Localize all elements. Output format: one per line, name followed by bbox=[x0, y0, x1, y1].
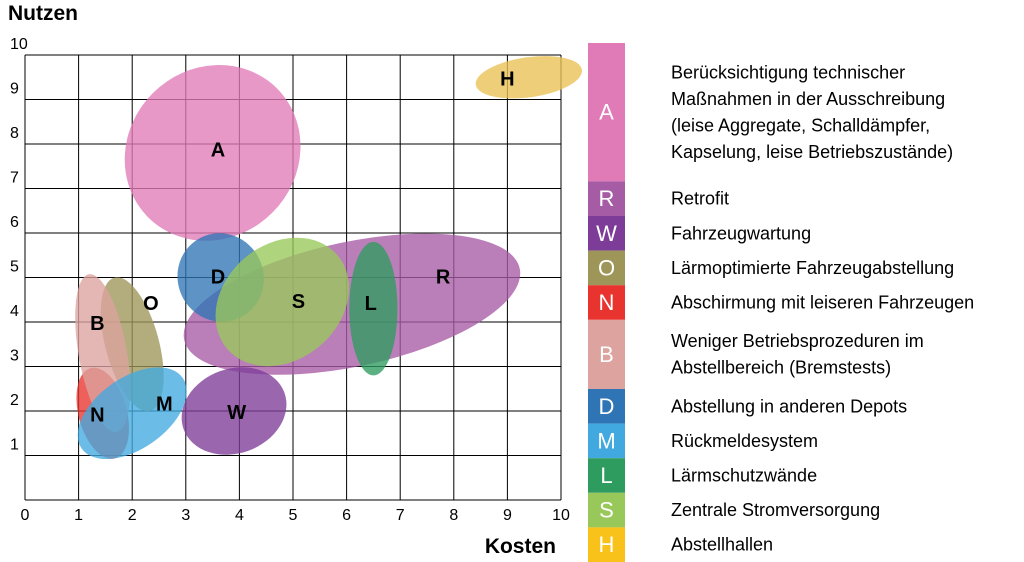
y-tick-label: 4 bbox=[10, 303, 19, 320]
legend-swatch-a bbox=[588, 43, 625, 182]
legend-label-b: Weniger Betriebsprozeduren im bbox=[671, 331, 924, 351]
legend-swatch-b bbox=[588, 319, 625, 389]
ellipse-label-h: H bbox=[500, 68, 514, 90]
legend-label-m: Rückmeldesystem bbox=[671, 431, 818, 451]
ellipse-m bbox=[77, 367, 187, 460]
legend-label-a: (leise Aggregate, Schalldämpfer, bbox=[671, 115, 930, 135]
legend-swatch-m bbox=[588, 423, 625, 459]
x-tick-label: 10 bbox=[552, 507, 570, 524]
x-tick-label: 2 bbox=[128, 507, 137, 524]
ellipse-label-w: W bbox=[227, 402, 246, 424]
legend-swatch-o bbox=[588, 250, 625, 286]
ellipse-label-m: M bbox=[156, 393, 173, 415]
legend-label-h: Abstellhallen bbox=[671, 535, 773, 555]
ellipse-w bbox=[181, 367, 287, 455]
ellipse-label-o: O bbox=[143, 293, 159, 315]
legend-swatch-w bbox=[588, 216, 625, 251]
y-tick-label: 2 bbox=[10, 392, 19, 409]
legend-label-n: Abschirmung mit leiseren Fahrzeugen bbox=[671, 293, 974, 313]
legend-swatch-h bbox=[588, 527, 625, 562]
legend: A Berücksichtigung technischer Maßnahmen i… bbox=[588, 43, 974, 562]
legend-label-r: Retrofit bbox=[671, 189, 729, 209]
y-tick-label: 10 bbox=[10, 36, 28, 53]
ellipse-s bbox=[215, 237, 350, 367]
x-tick-label: 7 bbox=[396, 507, 405, 524]
y-tick-label: 7 bbox=[10, 170, 19, 187]
legend-label-d: Abstellung in anderen Depots bbox=[671, 396, 907, 416]
y-axis-title: Nutzen bbox=[8, 2, 78, 25]
legend-code-a: A bbox=[599, 100, 614, 125]
legend-swatch-r bbox=[588, 181, 625, 216]
legend-label-a: Berücksichtigung technischer bbox=[671, 62, 905, 82]
legend-code-w: W bbox=[596, 221, 617, 246]
x-tick-label: 3 bbox=[181, 507, 190, 524]
ellipse-label-layer: A R W O N B D M L S H bbox=[90, 68, 514, 426]
legend-code-s: S bbox=[599, 498, 614, 523]
ellipse-label-r: R bbox=[436, 267, 451, 289]
ellipse-a bbox=[124, 65, 301, 241]
axis-ticks: 0 1 2 3 4 5 6 7 8 9 10 1 2 3 4 5 6 7 8 9 10 bbox=[10, 36, 570, 524]
x-tick-label: 4 bbox=[235, 507, 244, 524]
legend-code-o: O bbox=[598, 255, 615, 280]
legend-code-m: M bbox=[597, 428, 615, 453]
y-tick-label: 9 bbox=[10, 81, 19, 98]
x-tick-label: 1 bbox=[74, 507, 83, 524]
ellipse-label-b: B bbox=[90, 313, 104, 335]
x-tick-label: 8 bbox=[449, 507, 458, 524]
ellipse-label-n: N bbox=[90, 404, 104, 426]
legend-label-b: Abstellbereich (Bremstests) bbox=[671, 358, 891, 378]
legend-swatch-n bbox=[588, 285, 625, 320]
ellipse-h bbox=[475, 56, 582, 99]
legend-swatch-l bbox=[588, 458, 625, 493]
ellipse-label-s: S bbox=[292, 291, 305, 313]
y-tick-label: 3 bbox=[10, 348, 19, 365]
y-tick-label: 8 bbox=[10, 125, 19, 142]
legend-code-l: L bbox=[600, 463, 612, 488]
legend-code-b: B bbox=[599, 342, 614, 367]
y-tick-label: 5 bbox=[10, 259, 19, 276]
legend-code-d: D bbox=[599, 394, 615, 419]
legend-swatch-s bbox=[588, 492, 625, 528]
ellipse-layer bbox=[75, 56, 582, 460]
legend-label-a: Maßnahmen in der Ausschreibung bbox=[671, 89, 945, 109]
legend-label-o: Lärmoptimierte Fahrzeugabstellung bbox=[671, 258, 954, 278]
x-axis-title: Kosten bbox=[485, 535, 556, 558]
legend-label-w: Fahrzeugwartung bbox=[671, 223, 811, 243]
y-tick-label: 6 bbox=[10, 214, 19, 231]
ellipse-label-l: L bbox=[365, 293, 377, 315]
ellipse-l bbox=[349, 241, 398, 376]
legend-label-l: Lärmschutzwände bbox=[671, 466, 817, 486]
y-tick-label: 1 bbox=[10, 437, 19, 454]
x-tick-label: 0 bbox=[21, 507, 30, 524]
legend-swatch-d bbox=[588, 389, 625, 424]
ellipse-label-a: A bbox=[211, 140, 225, 162]
legend-code-n: N bbox=[599, 290, 615, 315]
ellipse-label-d: D bbox=[211, 267, 225, 289]
x-tick-label: 5 bbox=[289, 507, 298, 524]
x-tick-label: 6 bbox=[342, 507, 351, 524]
legend-code-h: H bbox=[599, 532, 615, 557]
x-tick-label: 9 bbox=[503, 507, 512, 524]
legend-label-s: Zentrale Stromversorgung bbox=[671, 500, 880, 520]
legend-code-r: R bbox=[599, 186, 615, 211]
legend-label-a: Kapselung, leise Betriebszustände) bbox=[671, 142, 953, 162]
